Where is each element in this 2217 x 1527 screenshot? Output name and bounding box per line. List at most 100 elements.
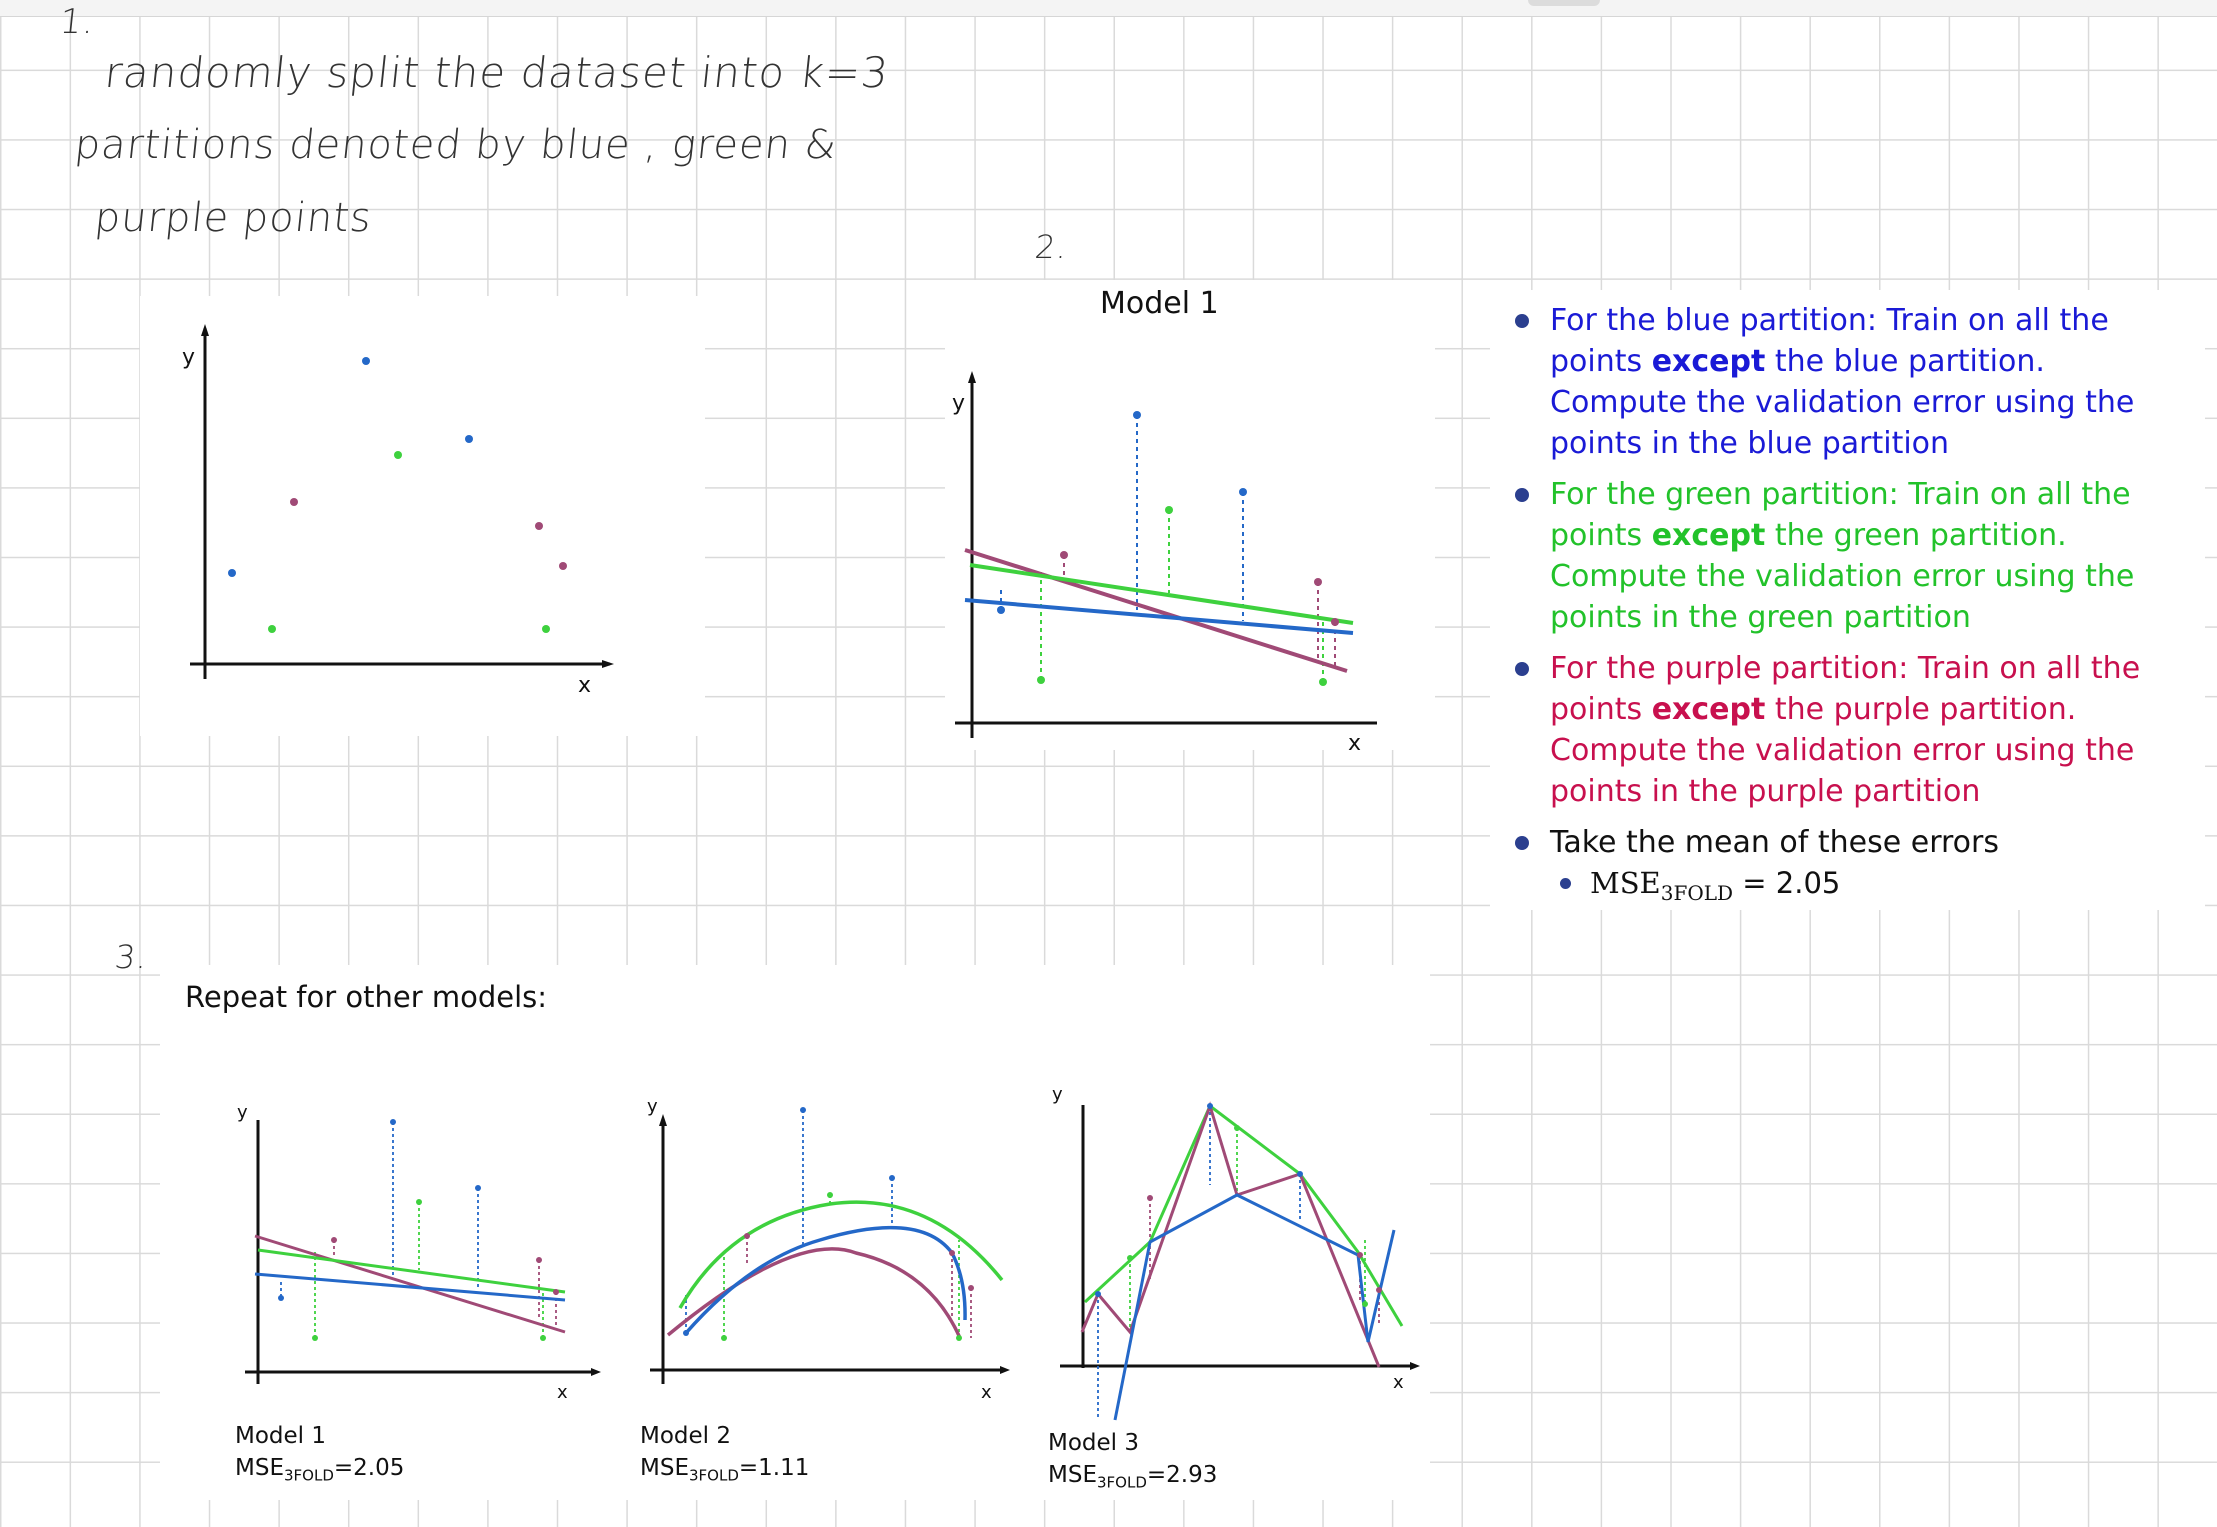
bullet-dot-icon bbox=[1515, 488, 1529, 502]
step1-number: 1. bbox=[57, 2, 97, 42]
model3-small-plot: y x bbox=[1052, 1084, 1420, 1421]
x-label: x bbox=[981, 1382, 992, 1400]
purple-point bbox=[1147, 1195, 1153, 1201]
model3-caption: Model 3 MSE3FOLD=2.93 bbox=[1048, 1427, 1217, 1499]
green-fit-line bbox=[969, 563, 1354, 625]
purple-fit-line bbox=[964, 548, 1348, 673]
purple-point bbox=[535, 522, 543, 530]
blue-point bbox=[228, 569, 236, 577]
model1-x-label: x bbox=[1348, 731, 1361, 750]
purple-point bbox=[744, 1233, 750, 1239]
blue-point bbox=[889, 1175, 895, 1181]
repeat-panel bbox=[160, 965, 1430, 1500]
model3-name: Model 3 bbox=[1048, 1430, 1140, 1456]
blue-point bbox=[1297, 1171, 1303, 1177]
model1-y-arrow bbox=[968, 371, 976, 383]
blue-fit-curve bbox=[684, 1225, 967, 1335]
model1-name: Model 1 bbox=[235, 1423, 327, 1449]
scatter-plot: y x bbox=[182, 324, 614, 698]
blue-point bbox=[800, 1107, 806, 1113]
green-point bbox=[540, 1335, 546, 1341]
green-point bbox=[1165, 506, 1173, 514]
green-point bbox=[956, 1335, 962, 1341]
blue-point bbox=[1207, 1103, 1213, 1109]
step3-number: 3. bbox=[113, 938, 150, 976]
green-point bbox=[1362, 1301, 1368, 1307]
purple-point bbox=[1060, 551, 1068, 559]
scatter-y-label: y bbox=[182, 345, 195, 370]
blue-point bbox=[465, 435, 473, 443]
x-label: x bbox=[557, 1382, 568, 1400]
model1-plot: Model 1 y x bbox=[952, 286, 1377, 750]
green-point bbox=[416, 1199, 422, 1205]
bullet-blue-text: For the blue partition: Train on all the… bbox=[1550, 303, 2135, 461]
purple-point bbox=[553, 1289, 559, 1295]
bullets-panel bbox=[1490, 290, 2205, 910]
purple-point bbox=[1314, 578, 1322, 586]
green-point bbox=[1319, 678, 1327, 686]
axis-x-arrow bbox=[1410, 1362, 1420, 1370]
model1-y-label: y bbox=[952, 391, 965, 416]
green-point bbox=[827, 1192, 833, 1198]
scatter-x-arrow bbox=[602, 660, 614, 668]
handwritten-line-2: partitions denoted by blue , green & bbox=[72, 122, 840, 168]
axis-y-arrow bbox=[659, 1114, 667, 1126]
bullet-blue: For the blue partition: Train on all the… bbox=[1510, 300, 2190, 464]
model3-mse: MSE3FOLD=2.93 bbox=[1048, 1462, 1218, 1492]
bullet-dot-icon bbox=[1515, 662, 1529, 676]
scatter-y-arrow bbox=[201, 324, 209, 336]
purple-point bbox=[949, 1250, 955, 1256]
blue-point bbox=[1133, 411, 1141, 419]
bullet-green: For the green partition: Train on all th… bbox=[1510, 474, 2190, 638]
sub-bullet-dot-icon bbox=[1560, 878, 1571, 889]
repeat-title: Repeat for other models: bbox=[185, 980, 548, 1014]
bullet-purple: For the purple partition: Train on all t… bbox=[1510, 648, 2190, 812]
step2-number: 2. bbox=[1033, 228, 1070, 266]
window-top-bar bbox=[0, 0, 2217, 17]
blue-point bbox=[390, 1119, 396, 1125]
purple-point bbox=[559, 562, 567, 570]
y-label: y bbox=[1052, 1084, 1063, 1105]
green-point bbox=[721, 1335, 727, 1341]
green-fit-line bbox=[257, 1248, 566, 1294]
mse-summary: MSE3FOLD = 2.05 bbox=[1510, 863, 2190, 914]
bullet-dot-icon bbox=[1515, 314, 1529, 328]
model1-mse: MSE3FOLD=2.05 bbox=[235, 1455, 405, 1485]
model2-mse: MSE3FOLD=1.11 bbox=[640, 1455, 810, 1485]
bullet-green-text: For the green partition: Train on all th… bbox=[1550, 477, 2135, 635]
purple-point bbox=[1376, 1287, 1382, 1293]
purple-point bbox=[536, 1257, 542, 1263]
green-point bbox=[1037, 676, 1045, 684]
bullet-dot-icon bbox=[1515, 836, 1529, 850]
bullet-list: For the blue partition: Train on all the… bbox=[1510, 300, 2190, 914]
model2-name: Model 2 bbox=[640, 1423, 732, 1449]
model1-caption: Model 1 MSE3FOLD=2.05 bbox=[235, 1420, 404, 1492]
green-point bbox=[312, 1335, 318, 1341]
purple-fit-line bbox=[254, 1234, 566, 1334]
blue-fit-curve bbox=[1113, 1193, 1396, 1421]
tab-handle[interactable] bbox=[1528, 0, 1600, 6]
purple-point bbox=[331, 1237, 337, 1243]
green-point bbox=[542, 625, 550, 633]
handwritten-line-1: randomly split the dataset into k=3 bbox=[102, 48, 892, 97]
y-label: y bbox=[647, 1096, 658, 1117]
blue-point bbox=[1095, 1291, 1101, 1297]
handwritten-line-3: purple points bbox=[92, 195, 375, 241]
green-fit-curve bbox=[1083, 1103, 1404, 1327]
bullet-purple-text: For the purple partition: Train on all t… bbox=[1550, 651, 2141, 809]
model2-small-plot: y x bbox=[647, 1096, 1010, 1400]
purple-fit-curve bbox=[1080, 1101, 1381, 1368]
model1-small-plot: y x bbox=[237, 1102, 601, 1400]
blue-point bbox=[362, 357, 370, 365]
blue-point bbox=[475, 1185, 481, 1191]
purple-point bbox=[1357, 1252, 1363, 1258]
axis-x-arrow bbox=[591, 1368, 601, 1376]
scatter-x-label: x bbox=[578, 673, 591, 698]
purple-point bbox=[290, 498, 298, 506]
axis-x-arrow bbox=[1000, 1366, 1010, 1374]
blue-point bbox=[278, 1295, 284, 1301]
x-label: x bbox=[1393, 1372, 1404, 1393]
blue-fit-line bbox=[254, 1272, 566, 1302]
green-point bbox=[394, 451, 402, 459]
blue-point bbox=[997, 606, 1005, 614]
